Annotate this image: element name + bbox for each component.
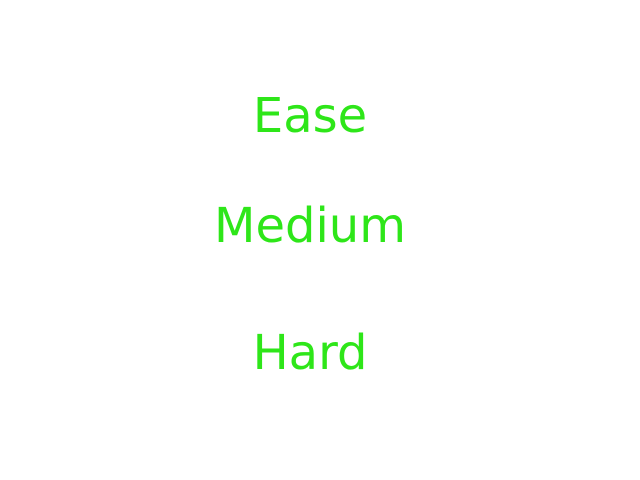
difficulty-option-hard[interactable]: Hard [252,325,368,381]
difficulty-option-medium[interactable]: Medium [214,198,406,254]
difficulty-option-easy[interactable]: Ease [252,88,368,144]
